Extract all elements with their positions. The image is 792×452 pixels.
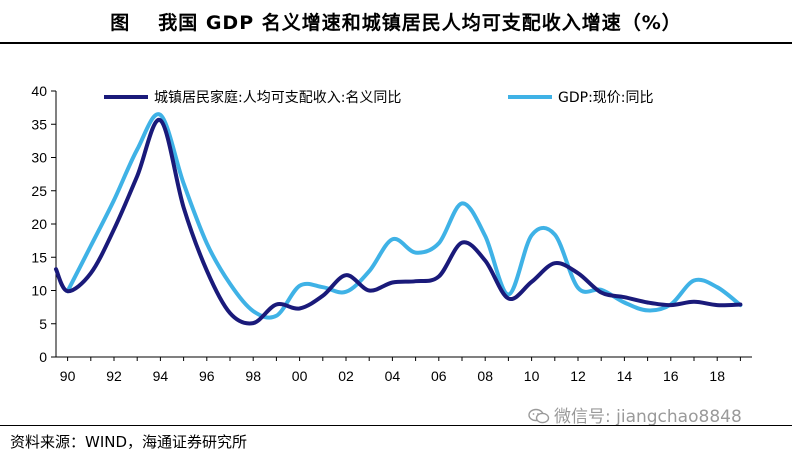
y-tick-label: 10 <box>31 283 47 299</box>
y-tick-label: 5 <box>39 316 47 332</box>
x-tick-label: 16 <box>663 368 679 384</box>
chart-legend: 城镇居民家庭:人均可支配收入:名义同比 GDP:现价:同比 <box>104 89 654 106</box>
y-tick-label: 20 <box>31 216 47 232</box>
figure-prefix: 图 <box>110 12 131 34</box>
x-tick-label: 94 <box>153 368 169 384</box>
x-tick-label: 08 <box>477 368 493 384</box>
legend-label: 城镇居民家庭:人均可支配收入:名义同比 <box>154 89 401 106</box>
y-tick-label: 25 <box>31 183 47 199</box>
y-tick-label: 15 <box>31 249 47 265</box>
source-note: 资料来源：WIND，海通证券研究所 <box>10 433 248 451</box>
series-line-gdp <box>65 112 743 320</box>
watermark-text: 微信号: jiangchao8848 <box>554 407 742 427</box>
y-tick-label: 0 <box>39 349 47 365</box>
x-tick-label: 12 <box>570 368 586 384</box>
chart-axes <box>55 91 752 358</box>
legend-label: GDP:现价:同比 <box>558 90 654 106</box>
series-line-income <box>54 118 743 326</box>
y-tick-label: 35 <box>31 116 47 132</box>
x-tick-label: 06 <box>431 368 447 384</box>
chart-series <box>54 112 743 326</box>
wechat-icon <box>528 408 550 424</box>
x-tick-label: 90 <box>60 368 76 384</box>
y-tick-label: 40 <box>31 83 47 99</box>
x-tick-label: 00 <box>292 368 308 384</box>
watermark: 微信号: jiangchao8848 <box>528 402 742 427</box>
line-chart: 0 5 10 15 20 25 30 35 40 90 92 94 96 98 00 02 04 06 08 10 12… <box>31 83 752 384</box>
x-tick-label: 92 <box>106 368 122 384</box>
legend-item-income: 城镇居民家庭:人均可支配收入:名义同比 <box>104 89 401 106</box>
x-tick-label: 14 <box>617 368 633 384</box>
axis-ticks: 0 5 10 15 20 25 30 35 40 90 92 94 96 98 00 02 04 06 08 10 12… <box>31 83 741 384</box>
y-tick-label: 30 <box>31 150 47 166</box>
x-tick-label: 18 <box>709 368 725 384</box>
legend-item-gdp: GDP:现价:同比 <box>508 90 654 106</box>
chart-title: 图 我国 GDP 名义增速和城镇居民人均可支配收入增速（%） <box>0 8 792 35</box>
footer-divider <box>0 425 792 426</box>
x-tick-label: 02 <box>338 368 354 384</box>
title-divider <box>0 42 792 44</box>
x-tick-label: 96 <box>199 368 215 384</box>
x-tick-label: 10 <box>524 368 540 384</box>
x-tick-label: 04 <box>385 368 401 384</box>
figure-title-text: 我国 GDP 名义增速和城镇居民人均可支配收入增速（%） <box>158 12 682 34</box>
x-tick-label: 98 <box>245 368 261 384</box>
